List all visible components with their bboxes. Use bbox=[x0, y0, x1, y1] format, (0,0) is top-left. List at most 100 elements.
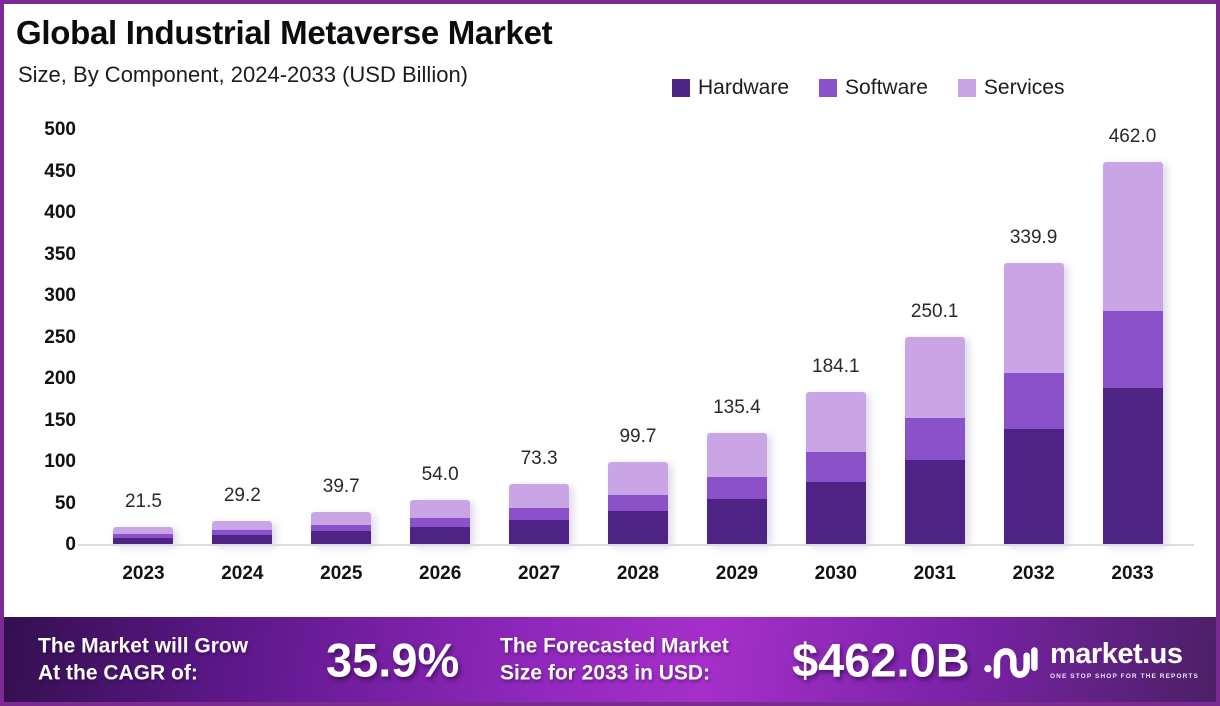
x-axis-label: 2026 bbox=[419, 563, 462, 584]
bar-group-2025: 39.7 bbox=[292, 120, 391, 545]
bar-segment-hardware bbox=[904, 459, 965, 545]
bar-segment-services bbox=[212, 520, 273, 531]
bar-total-label: 250.1 bbox=[910, 301, 959, 323]
bar-segment-services bbox=[311, 512, 372, 525]
page-subtitle: Size, By Component, 2024-2033 (USD Billi… bbox=[18, 62, 469, 87]
bar-total-label: 54.0 bbox=[421, 464, 459, 486]
bar-total-label: 135.4 bbox=[713, 396, 761, 418]
legend-item-software: Software bbox=[819, 76, 928, 100]
x-axis-line bbox=[78, 544, 1194, 546]
bar-total-label: 29.2 bbox=[223, 484, 261, 506]
legend-swatch-software-icon bbox=[819, 79, 838, 97]
bar-group-2029: 135.4 bbox=[687, 120, 786, 545]
bar-segment-services bbox=[509, 484, 570, 508]
legend-item-services: Services bbox=[957, 76, 1064, 100]
forecast-label-line1: The Forecasted Market bbox=[500, 633, 729, 657]
bar-segment-services bbox=[805, 392, 866, 452]
bar-group-2023: 21.5 bbox=[94, 120, 193, 545]
cagr-label-line2: At the CAGR of: bbox=[38, 661, 198, 685]
bar-group-2027: 73.3 bbox=[490, 120, 589, 545]
bar-segment-services bbox=[904, 337, 965, 419]
legend-item-hardware: Hardware bbox=[672, 76, 789, 100]
y-tick-label: 450 bbox=[44, 160, 76, 182]
bar-segment-software bbox=[410, 517, 471, 527]
bar-segment-software bbox=[706, 477, 767, 499]
plot-area: 21.5 29.2 39.7 54.0 73.3 99.7 135.4 184.1 250.1 3… bbox=[94, 120, 1182, 545]
stacked-bar bbox=[706, 432, 767, 545]
cagr-label: The Market will Grow At the CAGR of: bbox=[38, 632, 248, 687]
x-axis-label: 2033 bbox=[1111, 563, 1154, 584]
bar-segment-hardware bbox=[1102, 387, 1163, 545]
bar-segment-services bbox=[607, 462, 668, 495]
forecast-label-line2: Size for 2033 in USD: bbox=[500, 661, 711, 685]
stacked-bar bbox=[1003, 262, 1064, 545]
cagr-label-line1: The Market will Grow bbox=[38, 633, 249, 657]
bar-segment-software bbox=[212, 530, 273, 536]
x-axis-label: 2032 bbox=[1012, 563, 1055, 584]
bar-total-label: 73.3 bbox=[520, 448, 558, 470]
bar-segment-hardware bbox=[113, 537, 174, 545]
stacked-bar bbox=[212, 520, 273, 545]
stacked-bar bbox=[607, 462, 668, 545]
bar-segment-services bbox=[1102, 161, 1163, 312]
bar-segment-software bbox=[607, 494, 668, 512]
legend-label: Hardware bbox=[698, 76, 790, 99]
marketus-logo-icon bbox=[984, 646, 1038, 679]
bar-total-label: 39.7 bbox=[322, 476, 360, 498]
bar-total-label: 339.9 bbox=[1009, 226, 1058, 248]
legend-swatch-hardware-icon bbox=[672, 79, 690, 97]
page-title: Global Industrial Metaverse Market bbox=[16, 14, 553, 51]
stacked-bar bbox=[509, 484, 570, 545]
bar-total-label: 99.7 bbox=[619, 426, 657, 448]
bar-total-label: 184.1 bbox=[812, 356, 860, 378]
logo-text: market.us bbox=[1050, 637, 1183, 670]
bar-group-2026: 54.0 bbox=[391, 120, 490, 545]
y-tick-label: 150 bbox=[44, 409, 76, 431]
bar-total-label: 21.5 bbox=[124, 491, 162, 513]
stacked-bar bbox=[311, 512, 372, 545]
y-axis: 0 50 100 150 200 250 300 350 400 450 500 bbox=[4, 4, 1216, 702]
x-axis-label: 2024 bbox=[221, 563, 264, 584]
x-axis-label: 2029 bbox=[715, 563, 759, 584]
bar-segment-software bbox=[311, 524, 372, 532]
bar-group-2033: 462.0 bbox=[1083, 120, 1182, 545]
y-tick-label: 250 bbox=[44, 326, 76, 348]
x-axis-label: 2027 bbox=[517, 563, 561, 584]
y-tick-label: 0 bbox=[65, 534, 76, 555]
bar-segment-services bbox=[706, 432, 767, 478]
bar-segment-hardware bbox=[212, 535, 273, 545]
legend-label: Software bbox=[845, 76, 928, 99]
bar-segment-hardware bbox=[311, 531, 372, 545]
bar-segment-services bbox=[410, 500, 471, 518]
bar-segment-hardware bbox=[805, 482, 866, 545]
forecast-label: The Forecasted Market Size for 2033 in U… bbox=[500, 632, 729, 687]
y-tick-label: 50 bbox=[54, 492, 76, 514]
bar-segment-software bbox=[805, 451, 866, 483]
y-tick-label: 400 bbox=[44, 202, 76, 223]
bar-segment-software bbox=[113, 534, 174, 538]
stacked-bar bbox=[904, 337, 965, 545]
bar-group-2032: 339.9 bbox=[984, 120, 1083, 545]
legend: Hardware Software Services bbox=[672, 76, 1064, 100]
bar-group-2031: 250.1 bbox=[885, 120, 984, 545]
banner: The Market will Grow At the CAGR of: 35.… bbox=[4, 617, 1216, 702]
y-tick-label: 300 bbox=[44, 285, 76, 306]
bar-segment-hardware bbox=[607, 511, 668, 545]
logo-text-block: market.us ONE STOP SHOP FOR THE REPORTS bbox=[1050, 637, 1199, 680]
x-axis-label: 2028 bbox=[616, 563, 660, 584]
forecast-value: $462.0B bbox=[792, 633, 970, 686]
bar-segment-hardware bbox=[1003, 429, 1064, 545]
marketus-logo: market.us ONE STOP SHOP FOR THE REPORTS bbox=[984, 630, 1199, 690]
bar-segment-hardware bbox=[706, 498, 767, 545]
cagr-value: 35.9% bbox=[326, 633, 460, 686]
y-tick-label: 200 bbox=[44, 368, 76, 389]
bar-segment-software bbox=[1003, 372, 1064, 430]
bar-group-2028: 99.7 bbox=[589, 120, 688, 545]
stacked-bar bbox=[805, 392, 866, 545]
bar-segment-services bbox=[113, 527, 174, 535]
x-axis-label: 2025 bbox=[320, 563, 363, 584]
y-tick-label: 100 bbox=[44, 451, 76, 472]
bar-segment-services bbox=[1003, 262, 1064, 373]
y-tick-label: 350 bbox=[44, 243, 76, 265]
bar-group-2030: 184.1 bbox=[786, 120, 885, 545]
